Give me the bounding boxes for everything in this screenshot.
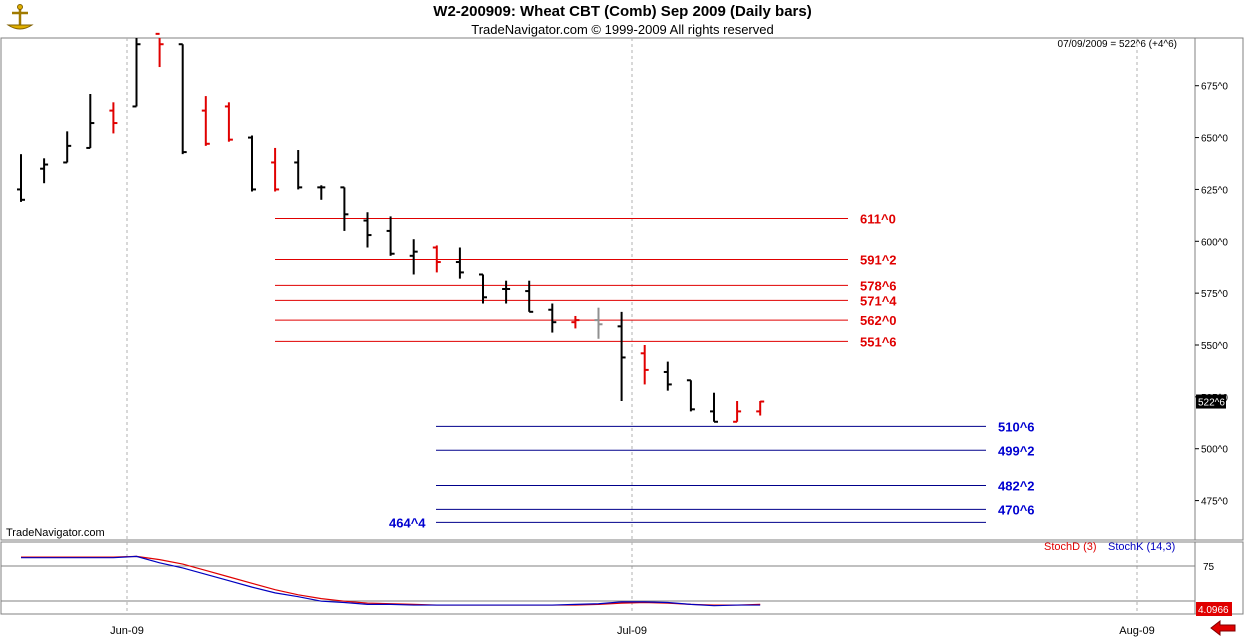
info-readout: 07/09/2009 = 522^6 (+4^6) xyxy=(1058,39,1177,50)
support-label: 482^2 xyxy=(998,479,1035,494)
resistance-label: 562^0 xyxy=(860,313,897,328)
x-tick-label: Jul-09 xyxy=(617,625,647,637)
y-tick-label: 675^0 xyxy=(1201,82,1228,93)
stoch-value-badge xyxy=(1196,602,1232,616)
stoch-series-line xyxy=(21,555,761,607)
price-panel-frame xyxy=(0,37,1244,541)
support-label: 470^6 xyxy=(998,502,1035,517)
resistance-label: 551^6 xyxy=(860,334,897,349)
stoch-series-line xyxy=(21,555,761,606)
support-label: 510^6 xyxy=(998,419,1035,434)
resistance-label: 571^4 xyxy=(860,293,897,308)
y-tick-label: 600^0 xyxy=(1201,237,1228,248)
y-tick-label: 550^0 xyxy=(1201,341,1228,352)
trade-navigator-logo-icon xyxy=(3,3,37,33)
watermark-label: TradeNavigator.com xyxy=(6,527,105,539)
resistance-label: 591^2 xyxy=(860,252,897,267)
x-tick-label: Jun-09 xyxy=(110,625,144,637)
chart-subtitle: TradeNavigator.com © 1999-2009 All right… xyxy=(471,22,774,37)
stoch-panel-frame xyxy=(0,541,1244,615)
resistance-label: 611^0 xyxy=(860,211,896,226)
y-tick-label: 575^0 xyxy=(1201,289,1228,300)
stoch-value-label: 4.0966 xyxy=(1198,605,1229,616)
support-label: 499^2 xyxy=(998,443,1035,458)
stoch-y-tick-label: 75 xyxy=(1203,562,1215,573)
last-price-label: 522^6 xyxy=(1198,398,1225,409)
resistance-label: 578^6 xyxy=(860,278,897,293)
x-tick-label: Aug-09 xyxy=(1119,625,1154,637)
chart-title: W2-200909: Wheat CBT (Comb) Sep 2009 (Da… xyxy=(433,3,812,20)
stoch-d-legend: StochD (3) xyxy=(1044,541,1097,553)
support-label: 464^4 xyxy=(389,515,426,530)
y-tick-label: 500^0 xyxy=(1201,445,1228,456)
y-tick-label: 475^0 xyxy=(1201,497,1228,508)
y-tick-label: 650^0 xyxy=(1201,134,1228,145)
stoch-k-legend: StochK (14,3) xyxy=(1108,541,1175,553)
scroll-left-arrow-icon[interactable] xyxy=(1209,619,1237,637)
y-tick-label: 625^0 xyxy=(1201,185,1228,196)
last-price-badge xyxy=(1196,394,1226,409)
